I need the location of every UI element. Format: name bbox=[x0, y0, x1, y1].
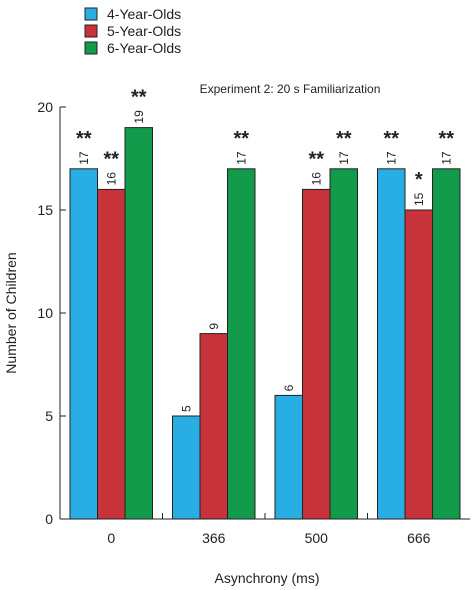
y-tick-label: 10 bbox=[37, 305, 53, 321]
x-axis-title: Asynchrony (ms) bbox=[214, 570, 319, 586]
legend-swatch bbox=[84, 7, 98, 21]
legend-label: 6-Year-Olds bbox=[107, 40, 181, 56]
bar-6-year-olds-366 bbox=[227, 168, 256, 520]
bar-6-year-olds-500 bbox=[329, 168, 358, 520]
legend-swatch bbox=[84, 24, 98, 38]
value-label: 17 bbox=[77, 151, 91, 165]
value-label: 6 bbox=[282, 384, 296, 391]
y-tick-label: 20 bbox=[37, 99, 53, 115]
bars-group bbox=[69, 127, 461, 520]
y-tick-label: 15 bbox=[37, 202, 53, 218]
significance-mark: ** bbox=[308, 148, 324, 170]
value-label: 16 bbox=[309, 172, 323, 186]
value-label: 19 bbox=[132, 110, 146, 124]
value-label: 5 bbox=[179, 405, 193, 412]
bar-5-year-olds-366 bbox=[199, 333, 228, 520]
bar-6-year-olds-666 bbox=[432, 168, 461, 520]
y-axis-title: Number of Children bbox=[3, 252, 19, 373]
chart-subtitle: Experiment 2: 20 s Familiarization bbox=[200, 82, 381, 96]
significance-mark: ** bbox=[438, 128, 454, 150]
value-label: 15 bbox=[412, 192, 426, 206]
value-label: 9 bbox=[207, 323, 221, 330]
x-tick-label: 366 bbox=[202, 530, 226, 546]
y-tick-label: 0 bbox=[45, 511, 53, 527]
x-tick-label: 666 bbox=[407, 530, 431, 546]
legend-label: 4-Year-Olds bbox=[107, 6, 181, 22]
bar-6-year-olds-0 bbox=[124, 127, 153, 520]
axes-group: 0 5 10 15 20 0 366 500 666 bbox=[37, 99, 470, 546]
value-label: 17 bbox=[337, 151, 351, 165]
value-label: 17 bbox=[384, 151, 398, 165]
x-tick-label: 0 bbox=[107, 530, 115, 546]
significance-mark: ** bbox=[336, 128, 352, 150]
bar-4-year-olds-0 bbox=[69, 168, 98, 520]
significance-mark: * bbox=[415, 169, 423, 191]
significance-mark: ** bbox=[383, 128, 399, 150]
significance-mark: ** bbox=[233, 128, 249, 150]
bar-4-year-olds-500 bbox=[274, 394, 303, 520]
bar-4-year-olds-666 bbox=[377, 168, 406, 520]
value-label: 17 bbox=[234, 151, 248, 165]
significance-mark: ** bbox=[131, 87, 147, 109]
significance-mark: ** bbox=[103, 148, 119, 170]
bar-5-year-olds-0 bbox=[97, 188, 126, 520]
bar-5-year-olds-666 bbox=[404, 209, 433, 520]
legend-swatch bbox=[84, 41, 98, 55]
value-label: 17 bbox=[439, 151, 453, 165]
significance-mark: ** bbox=[76, 128, 92, 150]
bar-4-year-olds-366 bbox=[172, 415, 201, 520]
bar-5-year-olds-500 bbox=[302, 188, 331, 520]
y-tick-label: 5 bbox=[45, 408, 53, 424]
x-tick-label: 500 bbox=[305, 530, 329, 546]
legend-label: 5-Year-Olds bbox=[107, 23, 181, 39]
value-label: 16 bbox=[104, 172, 118, 186]
